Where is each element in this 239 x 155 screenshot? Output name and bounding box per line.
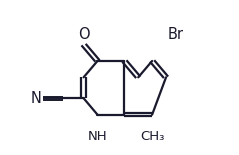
Text: Br: Br xyxy=(168,27,184,42)
Text: NH: NH xyxy=(88,130,107,143)
Text: CH₃: CH₃ xyxy=(140,130,164,143)
Text: N: N xyxy=(31,91,41,106)
Text: O: O xyxy=(78,27,89,42)
